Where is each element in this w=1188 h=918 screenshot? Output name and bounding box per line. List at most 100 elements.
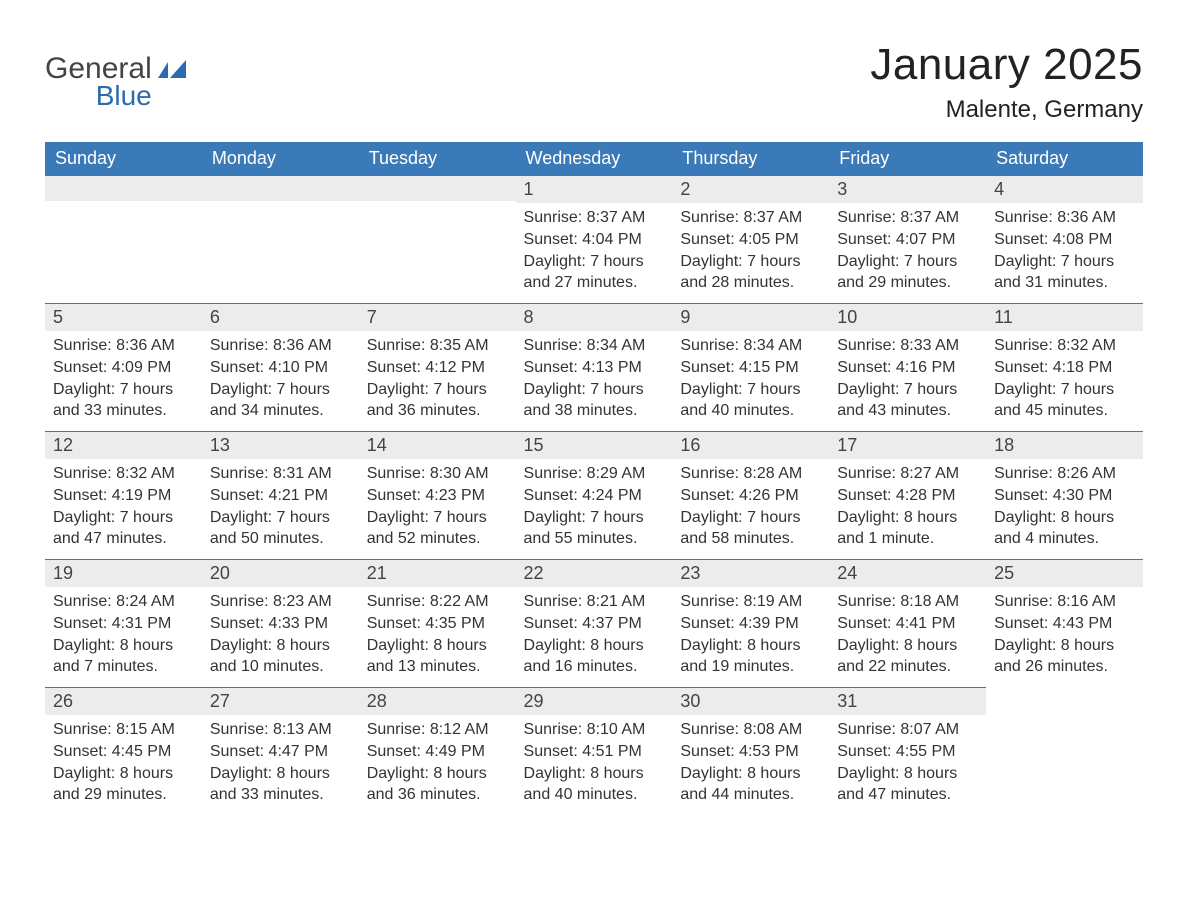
daylight-line1: Daylight: 7 hours	[680, 251, 821, 273]
daylight-line1: Daylight: 8 hours	[53, 635, 194, 657]
sunset: Sunset: 4:08 PM	[994, 229, 1135, 251]
daylight-line1: Daylight: 8 hours	[524, 763, 665, 785]
daylight-line2: and 52 minutes.	[367, 528, 508, 550]
day-header: Tuesday	[359, 142, 516, 175]
daylight-line1: Daylight: 7 hours	[994, 379, 1135, 401]
calendar-day: 10Sunrise: 8:33 AMSunset: 4:16 PMDayligh…	[829, 303, 986, 431]
calendar-week: 26Sunrise: 8:15 AMSunset: 4:45 PMDayligh…	[45, 687, 1143, 815]
daylight-line2: and 33 minutes.	[53, 400, 194, 422]
calendar-week: 12Sunrise: 8:32 AMSunset: 4:19 PMDayligh…	[45, 431, 1143, 559]
calendar-day: 14Sunrise: 8:30 AMSunset: 4:23 PMDayligh…	[359, 431, 516, 559]
sunset: Sunset: 4:30 PM	[994, 485, 1135, 507]
day-body: Sunrise: 8:23 AMSunset: 4:33 PMDaylight:…	[202, 587, 359, 677]
daylight-line2: and 19 minutes.	[680, 656, 821, 678]
sunrise: Sunrise: 8:37 AM	[680, 207, 821, 229]
daylight-line1: Daylight: 7 hours	[524, 379, 665, 401]
calendar-day-empty	[45, 175, 202, 303]
daylight-line2: and 28 minutes.	[680, 272, 821, 294]
day-body: Sunrise: 8:08 AMSunset: 4:53 PMDaylight:…	[672, 715, 829, 805]
calendar-day: 21Sunrise: 8:22 AMSunset: 4:35 PMDayligh…	[359, 559, 516, 687]
daylight-line2: and 7 minutes.	[53, 656, 194, 678]
sunset: Sunset: 4:23 PM	[367, 485, 508, 507]
daylight-line1: Daylight: 7 hours	[367, 507, 508, 529]
day-number: 19	[45, 559, 202, 587]
sunrise: Sunrise: 8:07 AM	[837, 719, 978, 741]
sunset: Sunset: 4:24 PM	[524, 485, 665, 507]
calendar-week: 5Sunrise: 8:36 AMSunset: 4:09 PMDaylight…	[45, 303, 1143, 431]
calendar-day: 17Sunrise: 8:27 AMSunset: 4:28 PMDayligh…	[829, 431, 986, 559]
sunset: Sunset: 4:53 PM	[680, 741, 821, 763]
calendar-day: 4Sunrise: 8:36 AMSunset: 4:08 PMDaylight…	[986, 175, 1143, 303]
day-number: 17	[829, 431, 986, 459]
calendar-week: 1Sunrise: 8:37 AMSunset: 4:04 PMDaylight…	[45, 175, 1143, 303]
sunset: Sunset: 4:26 PM	[680, 485, 821, 507]
day-body: Sunrise: 8:32 AMSunset: 4:18 PMDaylight:…	[986, 331, 1143, 421]
calendar-day: 28Sunrise: 8:12 AMSunset: 4:49 PMDayligh…	[359, 687, 516, 815]
calendar-day-empty	[986, 687, 1143, 815]
sunset: Sunset: 4:07 PM	[837, 229, 978, 251]
calendar-day: 2Sunrise: 8:37 AMSunset: 4:05 PMDaylight…	[672, 175, 829, 303]
daylight-line1: Daylight: 8 hours	[994, 507, 1135, 529]
calendar-day: 23Sunrise: 8:19 AMSunset: 4:39 PMDayligh…	[672, 559, 829, 687]
empty-day-bar	[359, 175, 516, 201]
daylight-line1: Daylight: 8 hours	[53, 763, 194, 785]
day-body: Sunrise: 8:22 AMSunset: 4:35 PMDaylight:…	[359, 587, 516, 677]
calendar-day: 6Sunrise: 8:36 AMSunset: 4:10 PMDaylight…	[202, 303, 359, 431]
day-body: Sunrise: 8:26 AMSunset: 4:30 PMDaylight:…	[986, 459, 1143, 549]
sunrise: Sunrise: 8:12 AM	[367, 719, 508, 741]
day-number: 9	[672, 303, 829, 331]
day-number: 25	[986, 559, 1143, 587]
daylight-line2: and 40 minutes.	[524, 784, 665, 806]
day-number: 23	[672, 559, 829, 587]
day-number: 29	[516, 687, 673, 715]
day-body: Sunrise: 8:36 AMSunset: 4:09 PMDaylight:…	[45, 331, 202, 421]
day-number: 22	[516, 559, 673, 587]
calendar-day: 27Sunrise: 8:13 AMSunset: 4:47 PMDayligh…	[202, 687, 359, 815]
day-body: Sunrise: 8:33 AMSunset: 4:16 PMDaylight:…	[829, 331, 986, 421]
sunset: Sunset: 4:43 PM	[994, 613, 1135, 635]
day-number: 6	[202, 303, 359, 331]
sunrise: Sunrise: 8:37 AM	[837, 207, 978, 229]
day-number: 2	[672, 175, 829, 203]
sunset: Sunset: 4:51 PM	[524, 741, 665, 763]
calendar-table: SundayMondayTuesdayWednesdayThursdayFrid…	[45, 142, 1143, 815]
sunset: Sunset: 4:10 PM	[210, 357, 351, 379]
day-body: Sunrise: 8:15 AMSunset: 4:45 PMDaylight:…	[45, 715, 202, 805]
day-number: 24	[829, 559, 986, 587]
day-number: 18	[986, 431, 1143, 459]
day-body: Sunrise: 8:36 AMSunset: 4:10 PMDaylight:…	[202, 331, 359, 421]
day-number: 10	[829, 303, 986, 331]
day-number: 8	[516, 303, 673, 331]
day-number: 27	[202, 687, 359, 715]
month-title: January 2025	[870, 40, 1143, 90]
daylight-line1: Daylight: 8 hours	[837, 507, 978, 529]
daylight-line1: Daylight: 7 hours	[680, 507, 821, 529]
day-body: Sunrise: 8:35 AMSunset: 4:12 PMDaylight:…	[359, 331, 516, 421]
calendar-day: 3Sunrise: 8:37 AMSunset: 4:07 PMDaylight…	[829, 175, 986, 303]
daylight-line1: Daylight: 8 hours	[680, 635, 821, 657]
calendar-week: 19Sunrise: 8:24 AMSunset: 4:31 PMDayligh…	[45, 559, 1143, 687]
sunrise: Sunrise: 8:23 AM	[210, 591, 351, 613]
daylight-line2: and 13 minutes.	[367, 656, 508, 678]
day-header: Saturday	[986, 142, 1143, 175]
sunrise: Sunrise: 8:36 AM	[210, 335, 351, 357]
day-body: Sunrise: 8:27 AMSunset: 4:28 PMDaylight:…	[829, 459, 986, 549]
sunset: Sunset: 4:37 PM	[524, 613, 665, 635]
daylight-line2: and 29 minutes.	[53, 784, 194, 806]
daylight-line2: and 29 minutes.	[837, 272, 978, 294]
day-number: 21	[359, 559, 516, 587]
sunrise: Sunrise: 8:26 AM	[994, 463, 1135, 485]
calendar-day: 19Sunrise: 8:24 AMSunset: 4:31 PMDayligh…	[45, 559, 202, 687]
logo-flag-icon	[158, 60, 192, 89]
day-header: Sunday	[45, 142, 202, 175]
sunrise: Sunrise: 8:29 AM	[524, 463, 665, 485]
day-number: 7	[359, 303, 516, 331]
day-body: Sunrise: 8:24 AMSunset: 4:31 PMDaylight:…	[45, 587, 202, 677]
daylight-line1: Daylight: 7 hours	[210, 379, 351, 401]
header: General Blue January 2025 Malente, Germa…	[45, 40, 1143, 124]
calendar-day: 8Sunrise: 8:34 AMSunset: 4:13 PMDaylight…	[516, 303, 673, 431]
sunset: Sunset: 4:12 PM	[367, 357, 508, 379]
calendar-day: 30Sunrise: 8:08 AMSunset: 4:53 PMDayligh…	[672, 687, 829, 815]
day-body: Sunrise: 8:21 AMSunset: 4:37 PMDaylight:…	[516, 587, 673, 677]
day-number: 13	[202, 431, 359, 459]
